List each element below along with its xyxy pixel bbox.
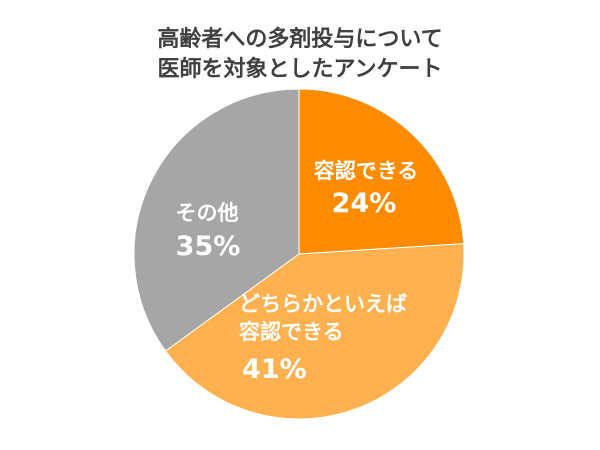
slice-value-other: 35% xyxy=(176,231,241,262)
slice-value-somewhat-accept: 41% xyxy=(242,354,307,385)
pie-slice-accept xyxy=(298,88,465,255)
chart-title-line-2: 医師を対象としたアンケート xyxy=(157,56,442,82)
slice-label-somewhat-accept-line-1: どちらかといえば xyxy=(239,292,407,316)
pie-slice-somewhat-accept xyxy=(164,243,465,420)
slice-label-somewhat-accept-line-2: 容認できる xyxy=(239,320,344,344)
pie-slices xyxy=(133,88,465,420)
slice-label-other: その他 xyxy=(176,201,239,225)
slice-label-accept: 容認できる xyxy=(314,159,419,183)
chart-title-line-1: 高齢者への多剤投与について xyxy=(157,26,442,52)
pie-labels: 容認できる 24% どちらかといえば 容認できる 41% その他 35% xyxy=(176,159,419,385)
chart-title: 高齢者への多剤投与について 医師を対象としたアンケート xyxy=(157,26,442,82)
pie-slice-other xyxy=(133,88,300,352)
slice-value-accept: 24% xyxy=(332,188,397,219)
